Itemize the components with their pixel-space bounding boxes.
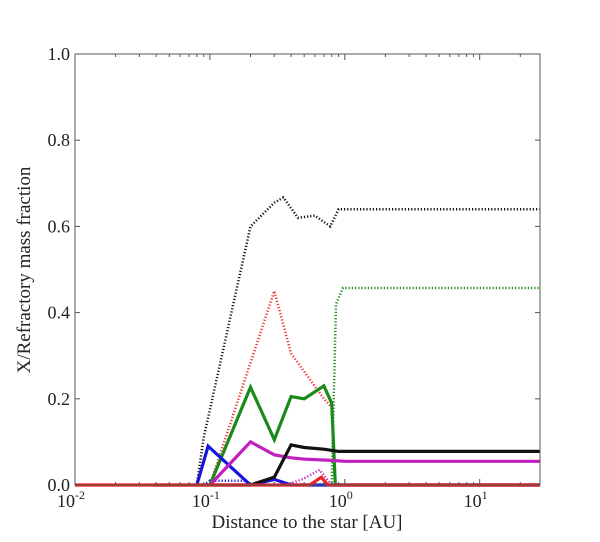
y-tick-label: 0.8 [48,130,71,150]
series-line-green-solid [208,383,540,487]
series-line-black-dotted [195,195,540,486]
y-tick-label: 1.0 [48,44,71,64]
y-tick-label: 0.4 [48,303,71,323]
series-line-green-dotted [75,286,540,487]
x-tick-label: 101 [464,488,488,511]
x-tick-label: 10-1 [192,488,220,511]
y-tick-label: 0.2 [48,389,71,409]
series-line-red-solid [75,475,540,487]
plot-frame [74,53,541,486]
series-line-red-dotted [203,286,540,487]
y-tick-label: 0.0 [48,475,71,495]
x-tick-label: 10-2 [57,488,85,511]
series-line-magenta-solid [208,439,540,487]
y-axis-label: X/Refractory mass fraction [14,166,35,373]
x-tick-label: 100 [329,488,353,511]
series-layer [75,195,540,487]
ticks-layer: 0.0 0.2 0.4 0.6 0.8 1.0 10-2 10-1 100 101 [48,44,540,511]
y-tick-label: 0.6 [48,216,71,236]
x-axis-label: Distance to the star [AU] [212,512,403,533]
